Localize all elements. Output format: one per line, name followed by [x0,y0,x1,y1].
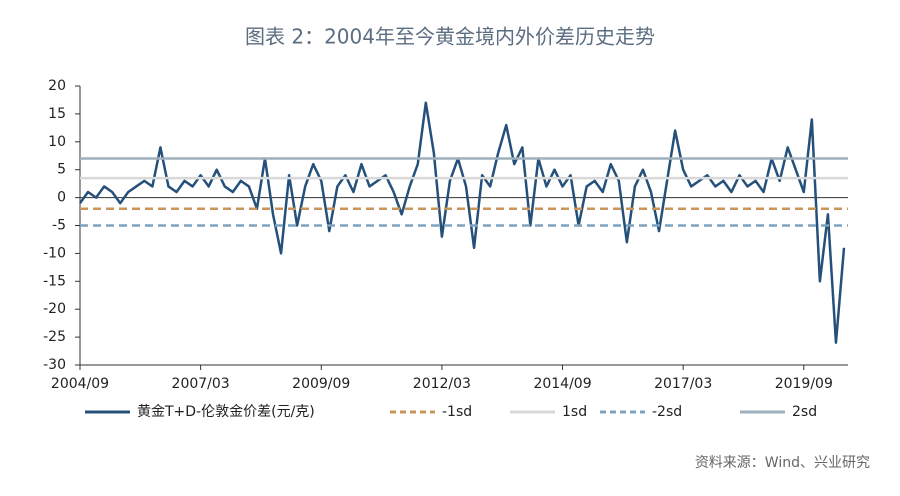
y-tick-label: 10 [48,134,66,150]
legend-label: -1sd [442,404,472,420]
y-tick-label: -15 [43,273,66,289]
legend-label: 黄金T+D-伦敦金价差(元/克) [137,403,315,420]
y-tick-label: -10 [43,245,66,261]
x-tick-label: 2009/09 [292,376,350,392]
y-tick-label: 20 [48,78,66,94]
y-tick-label: -20 [43,301,66,317]
legend-label: 1sd [562,404,587,420]
y-tick-label: 5 [57,162,66,178]
x-tick-label: 2004/09 [51,376,109,392]
series-line [78,101,846,344]
x-tick-label: 2014/09 [533,376,591,392]
y-tick-label: 0 [57,190,66,206]
x-tick-label: 2017/03 [654,376,712,392]
x-tick-label: 2019/09 [775,376,833,392]
legend-label: 2sd [792,404,817,420]
legend-label: -2sd [652,404,682,420]
x-tick-label: 2007/03 [172,376,230,392]
y-tick-label: 15 [48,106,66,122]
y-tick-label: -5 [52,218,66,234]
x-tick-label: 2012/03 [413,376,471,392]
y-tick-label: -25 [43,329,66,345]
source-note: 资料来源：Wind、兴业研究 [695,455,870,471]
chart-title: 图表 2：2004年至今黄金境内外价差历史走势 [245,25,655,49]
y-tick-label: -30 [43,357,66,373]
